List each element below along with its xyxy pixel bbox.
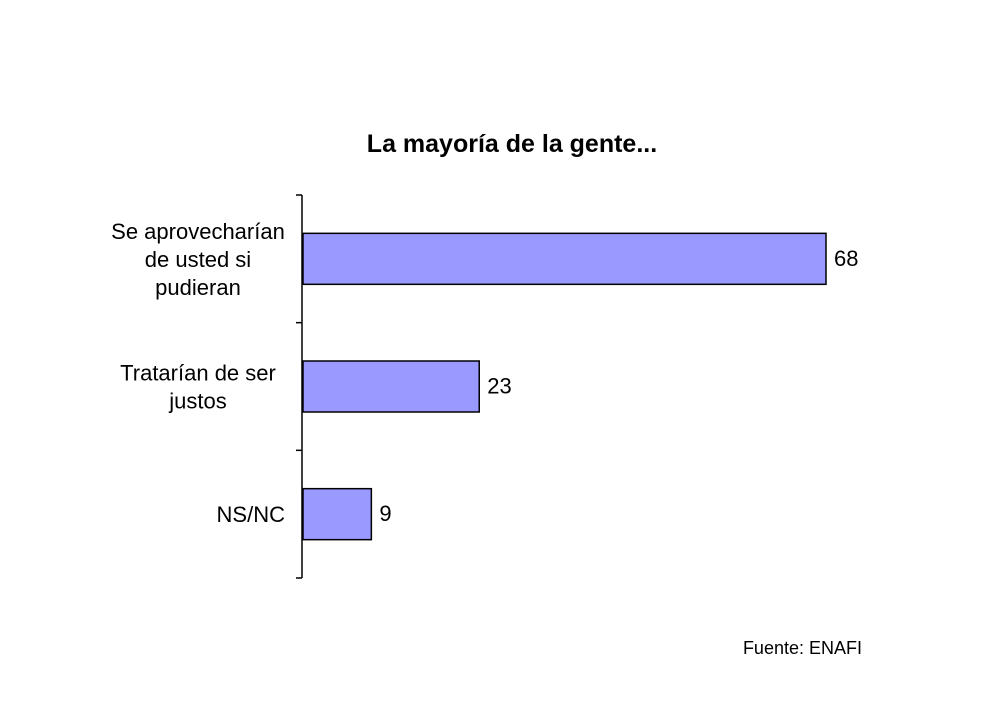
bar [302, 360, 480, 413]
category-axis [296, 194, 303, 579]
category-label-line: NS/NC [217, 502, 286, 527]
bar [302, 232, 827, 286]
category-label: Tratarían de ser justos [120, 361, 276, 414]
category-label-line: justos [168, 389, 226, 414]
data-label: 68 [834, 246, 858, 271]
source-note: Fuente: ENAFI [742, 638, 862, 658]
bars [302, 232, 827, 541]
category-label-line: Se aprovecharían [111, 219, 285, 244]
data-labels: 68 23 9 [379, 246, 858, 526]
category-label-line: pudieran [155, 275, 241, 300]
data-label: 23 [487, 374, 511, 399]
category-label: NS/NC [217, 502, 286, 527]
category-label-line: de usted si [145, 247, 251, 272]
bar [302, 487, 373, 541]
data-label: 9 [379, 501, 391, 526]
category-labels: Se aprovecharían de usted si pudieran Trata… [111, 219, 285, 527]
category-label: Se aprovecharían de usted si pudieran [111, 219, 285, 300]
chart-title: La mayoría de la gente... [367, 130, 657, 158]
category-label-line: Tratarían de ser [120, 361, 276, 386]
